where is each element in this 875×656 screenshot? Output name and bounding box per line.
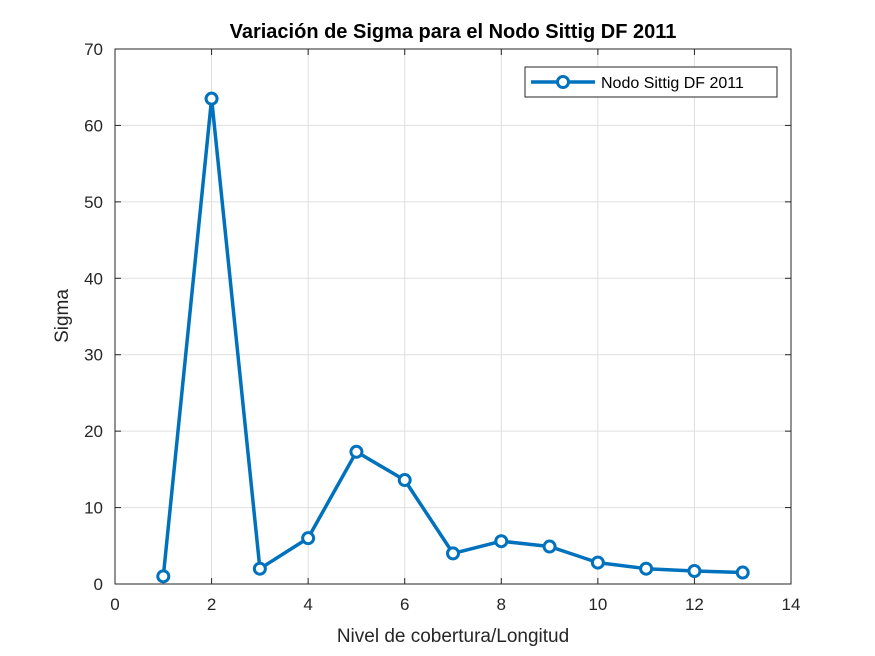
data-point xyxy=(156,569,171,584)
y-tick-label: 60 xyxy=(84,116,103,135)
data-point xyxy=(349,444,364,459)
y-axis-label: Sigma xyxy=(52,289,73,343)
data-point xyxy=(542,539,557,554)
y-tick-label: 70 xyxy=(84,40,103,59)
x-tick-labels: 0 2 4 6 8 10 12 14 xyxy=(110,595,800,614)
data-point xyxy=(446,546,460,561)
y-tick-label: 0 xyxy=(94,575,103,594)
x-tick-label: 2 xyxy=(207,595,216,614)
data-point xyxy=(204,91,219,106)
data-point xyxy=(301,531,316,546)
x-tick-label: 10 xyxy=(588,595,607,614)
y-tick-label: 40 xyxy=(84,269,103,288)
data-point xyxy=(639,561,654,576)
plot-area xyxy=(115,49,791,584)
data-point xyxy=(494,534,509,549)
series-layer xyxy=(156,91,750,584)
x-tick-label: 4 xyxy=(303,595,312,614)
data-point xyxy=(735,565,750,580)
data-point xyxy=(590,555,605,570)
x-axis-label: Nivel de cobertura/Longitud xyxy=(337,626,569,647)
chart-title: Variación de Sigma para el Nodo Sittig D… xyxy=(230,21,677,43)
x-tick-label: 12 xyxy=(685,595,704,614)
legend: Nodo Sittig DF 2011 xyxy=(524,66,778,98)
legend-marker xyxy=(556,75,570,89)
x-tick-label: 6 xyxy=(400,595,409,614)
data-point xyxy=(397,473,412,488)
x-tick-label: 14 xyxy=(782,595,801,614)
y-tick-label: 20 xyxy=(84,422,103,441)
x-tick-label: 8 xyxy=(497,595,506,614)
y-tick-label: 50 xyxy=(84,193,103,212)
data-point xyxy=(252,561,267,576)
y-tick-label: 10 xyxy=(84,499,103,518)
y-tick-label: 30 xyxy=(84,346,103,365)
axes-box xyxy=(114,48,792,585)
legend-label: Nodo Sittig DF 2011 xyxy=(601,75,744,92)
x-tick-label: 0 xyxy=(110,595,119,614)
data-point xyxy=(687,564,702,579)
y-tick-labels: 0 10 20 30 40 50 60 70 xyxy=(84,40,103,594)
axes xyxy=(114,48,792,585)
